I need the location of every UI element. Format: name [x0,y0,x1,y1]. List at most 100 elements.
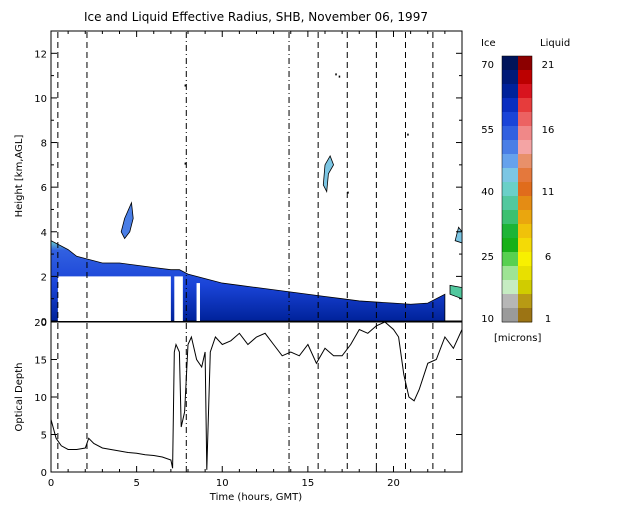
colorbar-ice-tick: 10 [481,314,494,325]
colorbar-ice-swatch [502,266,518,281]
colorbar-ice-tick: 55 [481,125,494,136]
height-tick-label: 6 [41,183,47,194]
colorbar-liquid-swatch [518,126,532,141]
colorbar-liquid-swatch [518,196,532,211]
colorbar-liquid-swatch [518,154,532,169]
event-lines [57,32,434,321]
colorbar-ice-swatch [502,252,518,267]
optical-depth-tick-label: 5 [41,431,47,442]
colorbar-liquid-swatch [518,140,532,155]
optical-depth-line [50,321,463,470]
no-data-region [174,276,183,321]
colorbar-liquid-tick: 6 [545,252,551,263]
bottom-plot-frame [50,321,463,473]
colorbar-ice-swatch [502,280,518,295]
optical-depth-tick-label: 20 [34,318,47,329]
cloud-patch [120,201,134,240]
colorbar-ice-tick: 40 [481,187,494,198]
height-tick-label: 4 [41,228,47,239]
colorbar-liquid-swatch [518,84,532,99]
colorbar-liquid-header: Liquid [540,38,570,49]
cloud-patch [322,154,335,194]
optical-depth-axis: 0 5 10 15 20 [34,318,462,479]
colorbar-liquid-scale [518,56,532,323]
colorbar-ice-swatch [502,224,518,239]
optical-depth-axis-label: Optical Depth [14,363,25,432]
colorbar-liquid-swatch [518,182,532,197]
colorbar-liquid-swatch [518,238,532,253]
colorbar-ice-swatch [502,154,518,169]
time-axis: 0 5 10 15 20 [48,31,463,489]
optical-depth-tick-label: 0 [41,468,47,479]
colorbar-liquid-swatch [518,252,532,267]
time-tick-label: 20 [387,478,400,489]
colorbar-ice-swatch [502,168,518,183]
colorbar-ice-swatch [502,84,518,99]
height-tick-label: 8 [41,139,47,150]
colorbar-ice-scale [502,56,518,323]
colorbar-liquid-swatch [518,112,532,127]
height-axis: 0 2 4 6 8 10 12 [34,30,462,328]
colorbar-liquid-swatch [518,280,532,295]
height-axis-label: Height [km,AGL] [14,135,25,218]
no-data-region [57,276,171,321]
time-tick-label: 0 [48,478,54,489]
colorbar-liquid-swatch [518,168,532,183]
colorbar-liquid-tick: 11 [542,187,555,198]
colorbar-liquid-swatch [518,210,532,225]
colorbar-ice-swatch [502,238,518,253]
cloud-patch [449,284,463,300]
cloud-field [50,73,463,322]
colorbar-liquid-swatch [518,294,532,309]
chart-title: Ice and Liquid Effective Radius, SHB, No… [84,10,428,24]
colorbar-ice-swatch [502,112,518,127]
noise-speck [347,191,349,194]
colorbar-ice-swatch [502,294,518,309]
colorbar-ice-tick: 25 [481,252,494,263]
colorbar-liquid-tick: 21 [542,60,555,71]
colorbar-liquid-swatch [518,224,532,239]
noise-speck [184,84,187,87]
colorbar-ice-swatch [502,56,518,71]
height-tick-label: 12 [34,49,47,60]
colorbar-liquid-swatch [518,308,532,323]
time-tick-label: 15 [302,478,315,489]
colorbar-liquid-swatch [518,56,532,71]
colorbar-liquid-swatch [518,70,532,85]
colorbar-liquid-tick: 1 [545,314,551,325]
colorbar-frame [501,55,533,323]
optical-depth-tick-label: 10 [34,393,47,404]
time-tick-label: 10 [216,478,229,489]
height-tick-label: 0 [41,317,47,328]
colorbar-ice-swatch [502,70,518,85]
colorbar-ice-swatch [502,182,518,197]
noise-speck [407,133,409,136]
colorbar-ice-header: Ice [481,38,496,49]
colorbar: Ice Liquid 70 55 40 25 10 21 16 11 6 1 [microns] [481,38,570,344]
noise-speck [338,75,341,78]
colorbar-tick-labels: 70 55 40 25 10 21 16 11 6 1 [481,60,554,325]
top-panel: 0 2 4 6 8 10 12 Height [km,AGL] [14,30,463,328]
colorbar-liquid-swatch [518,98,532,113]
colorbar-ice-tick: 70 [481,60,494,71]
colorbar-liquid-tick: 16 [542,125,555,136]
optical-depth-tick-label: 15 [34,356,47,367]
height-tick-label: 2 [41,272,47,283]
noise-speck [184,162,187,165]
noise-speck [335,73,337,76]
colorbar-ice-swatch [502,126,518,141]
colorbar-ice-swatch [502,196,518,211]
colorbar-units: [microns] [494,333,541,344]
colorbar-ice-swatch [502,210,518,225]
colorbar-ice-swatch [502,98,518,113]
colorbar-ice-swatch [502,308,518,323]
no-data-region [196,283,200,321]
time-tick-label: 5 [133,478,139,489]
colorbar-liquid-swatch [518,266,532,281]
event-lines [57,323,434,472]
time-axis-label: Time (hours, GMT) [209,492,303,503]
colorbar-ice-swatch [502,140,518,155]
height-tick-label: 10 [34,94,47,105]
